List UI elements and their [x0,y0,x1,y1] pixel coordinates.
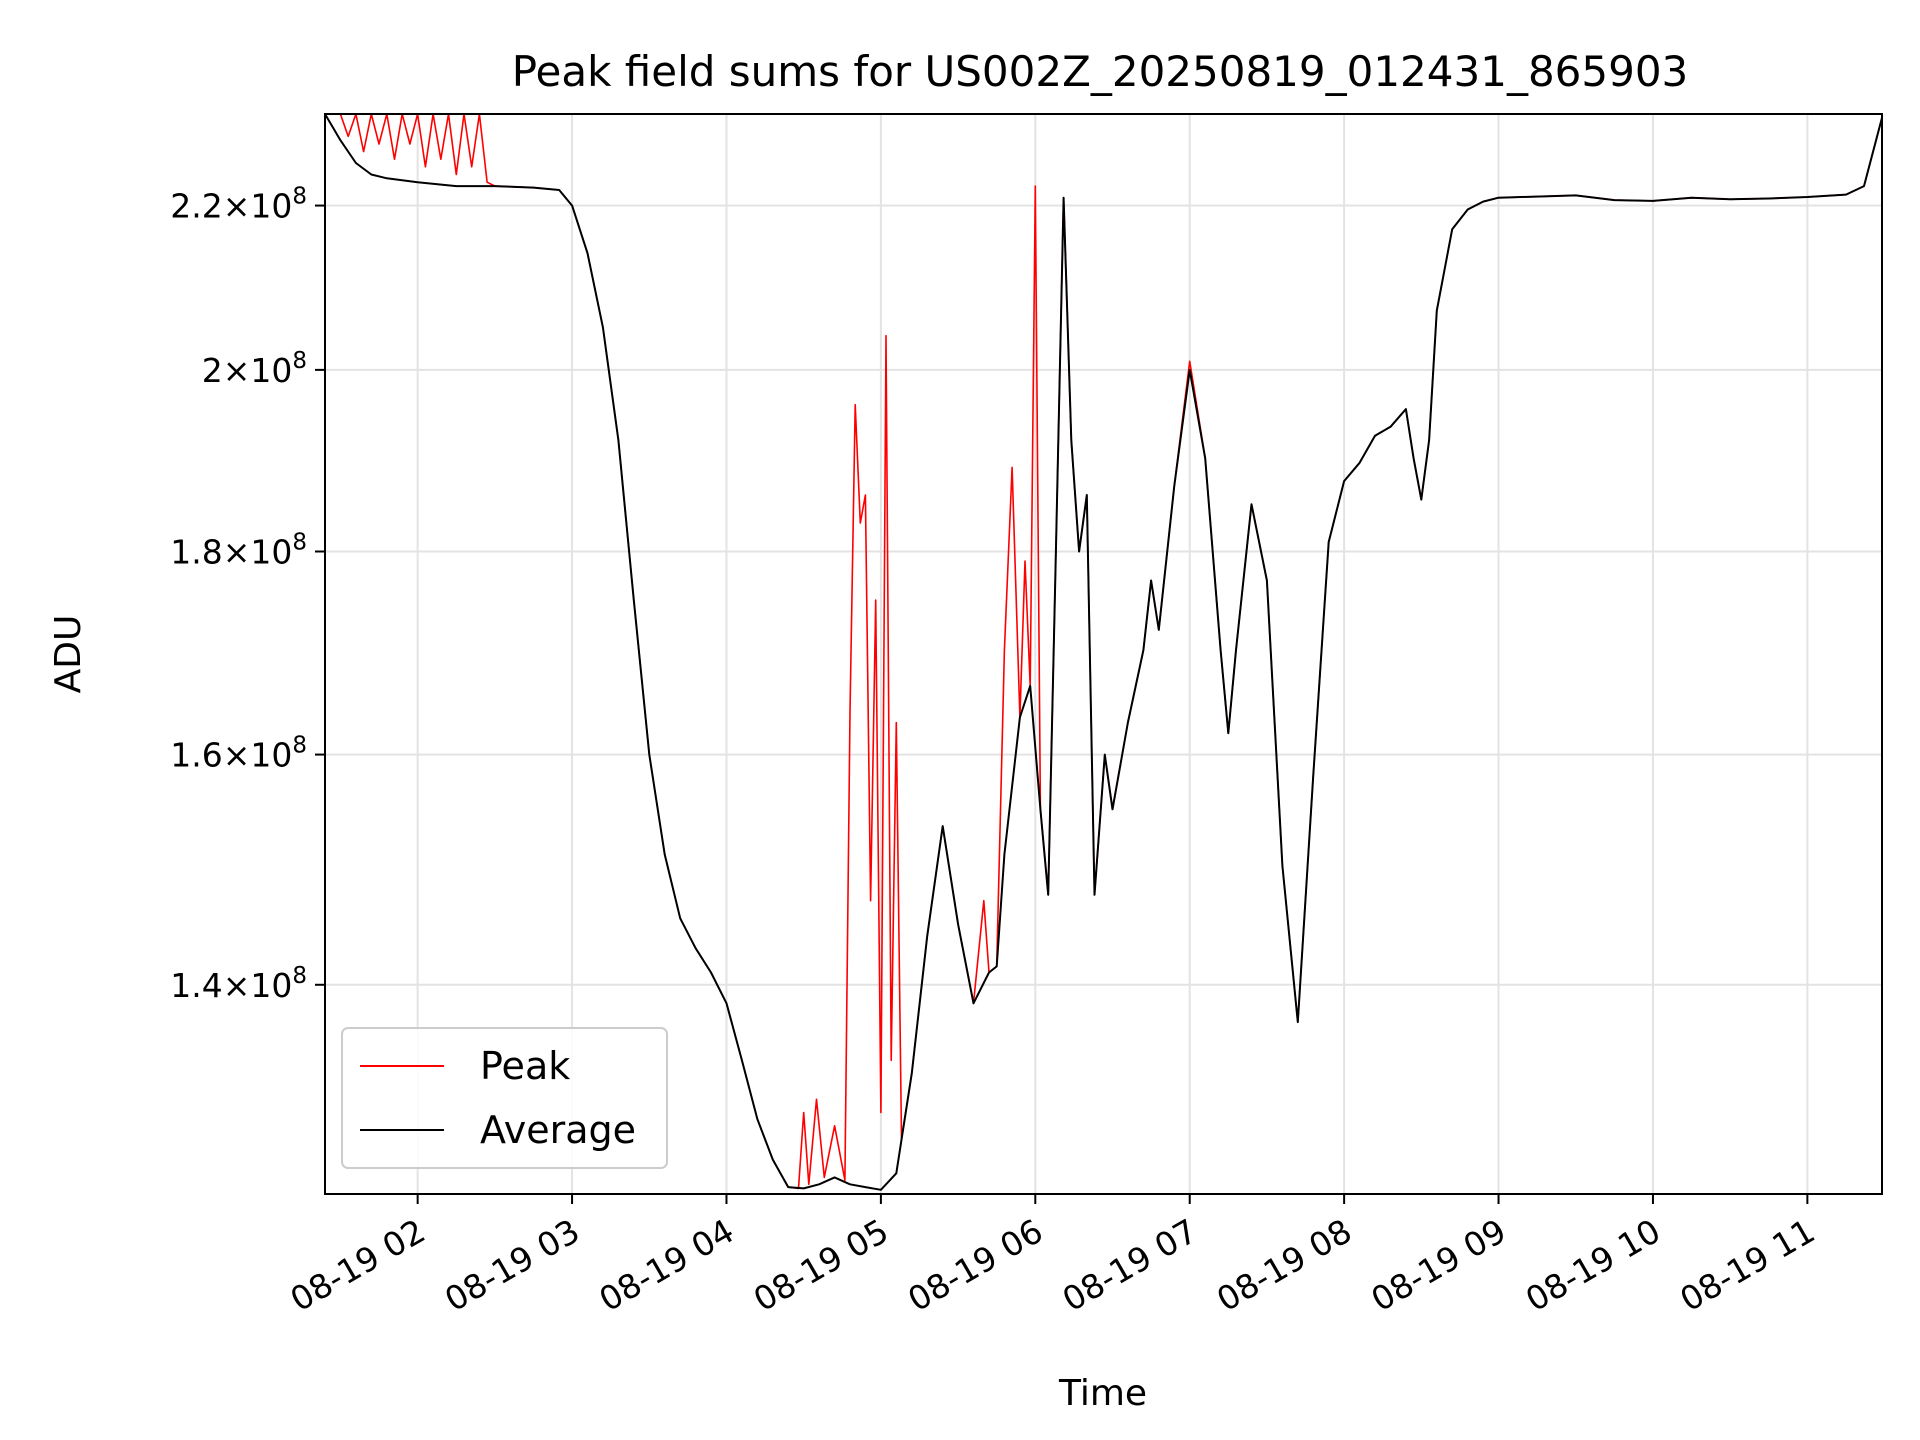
y-tick-exponent: 8 [292,963,307,989]
chart-title: Peak field sums for US002Z_20250819_0124… [512,47,1689,96]
y-tick-exponent: 8 [292,530,307,556]
y-tick-times: ×10 [223,351,293,390]
y-tick-exponent: 8 [292,348,307,374]
y-tick-times: ×10 [223,736,293,775]
x-tick-label: 08-19 07 [1056,1211,1204,1319]
series-layer [325,114,1882,1191]
y-tick-base: 1.6 [170,736,222,775]
y-tick-times: ×10 [223,187,293,226]
y-tick-base: 1.8 [170,533,222,572]
legend: Peak Average [341,1027,668,1169]
y-tick-base: 2 [202,351,223,390]
y-tick-exponent: 8 [292,733,307,759]
y-tick-label: 2.2×108 [170,184,307,226]
y-tick-exponent: 8 [292,184,307,210]
x-tick-label: 08-19 04 [592,1211,740,1319]
y-tick-times: ×10 [223,966,293,1005]
x-tick-label: 08-19 08 [1210,1211,1358,1319]
y-tick-base: 1.4 [170,966,222,1005]
legend-label-average: Average [480,1108,636,1152]
y-tick-times: ×10 [223,533,293,572]
x-tick-label: 08-19 03 [438,1211,586,1319]
y-tick-label: 1.4×108 [170,963,307,1005]
legend-box [341,1027,668,1169]
x-axis-label: Time [1058,1373,1147,1414]
series-line-average [325,114,1882,1191]
x-tick-label: 08-19 11 [1673,1211,1821,1319]
y-tick-label: 2×108 [202,348,307,390]
y-tick-label: 1.6×108 [170,733,307,775]
y-tick-label: 1.8×108 [170,530,307,572]
legend-label-peak: Peak [480,1044,570,1088]
x-tick-label: 08-19 09 [1365,1211,1513,1319]
y-axis-label: ADU [48,615,89,694]
x-tick-label: 08-19 02 [284,1211,432,1319]
x-tick-label: 08-19 06 [901,1211,1049,1319]
x-axis-ticks: 08-19 02 08-19 03 08-19 04 08-19 05 08-19 06… [284,1194,1821,1319]
x-tick-label: 08-19 10 [1519,1211,1667,1319]
x-tick-label: 08-19 05 [747,1211,895,1319]
grid [325,114,1882,1194]
plot-frame [324,113,1883,1195]
y-tick-base: 2.2 [170,187,222,226]
